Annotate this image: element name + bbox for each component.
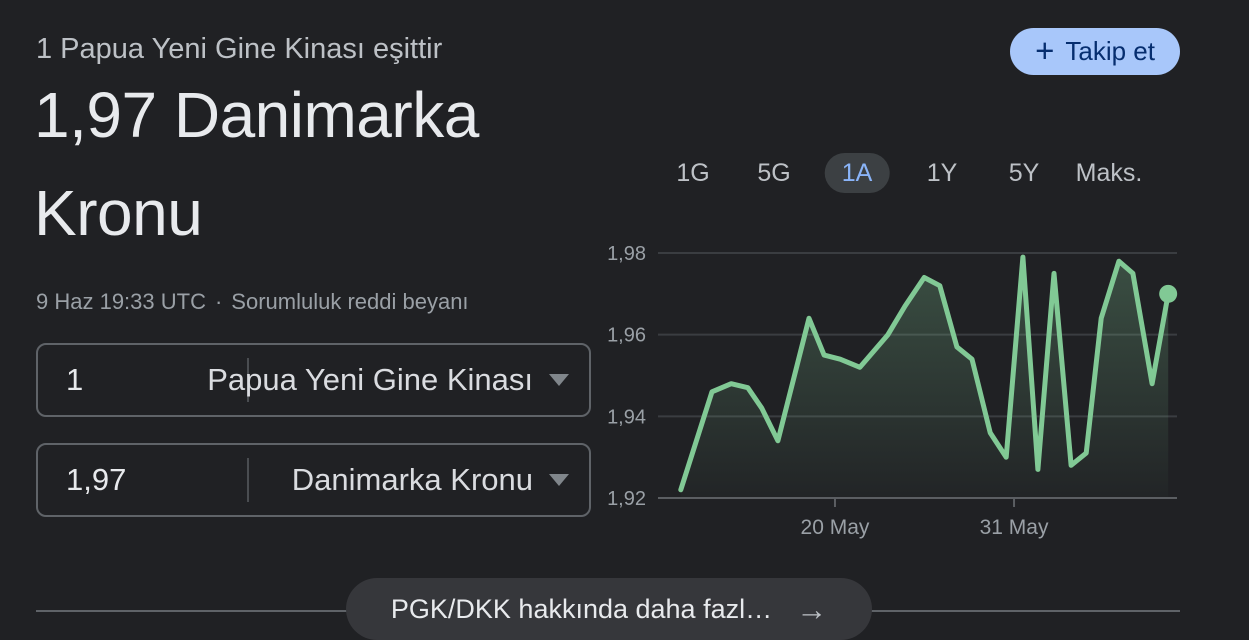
converter-row-from: 1 Papua Yeni Gine Kinası (36, 343, 591, 417)
y-axis-tick-label: 1,94 (607, 406, 646, 428)
y-axis-tick-label: 1,92 (607, 488, 646, 510)
meta-line: 9 Haz 19:33 UTC · Sorumluluk reddi beyan… (36, 289, 469, 315)
dot-separator: · (214, 289, 223, 314)
amount-input-from[interactable]: 1 (66, 362, 84, 397)
range-tab-5g[interactable]: 5G (757, 158, 791, 187)
timestamp: 9 Haz 19:33 UTC (36, 289, 206, 314)
range-tab-1y[interactable]: 1Y (926, 158, 958, 187)
area-fill (680, 257, 1169, 498)
chevron-down-icon (549, 374, 569, 386)
chevron-down-icon (549, 474, 569, 486)
y-axis-tick-label: 1,96 (607, 325, 646, 347)
more-about-label: PGK/DKK hakkında daha fazl… (390, 593, 773, 624)
x-axis-tick-label: 20 May (801, 516, 870, 539)
y-axis-tick-label: 1,98 (607, 243, 646, 265)
amount-input-to[interactable]: 1,97 (66, 462, 127, 497)
follow-button-label: Takip et (1065, 36, 1155, 66)
conversion-result: 1,97 Danimarka Kronu (34, 79, 479, 249)
converter-row-to: 1,97 Danimarka Kronu (36, 443, 591, 517)
follow-button[interactable]: + Takip et (1010, 28, 1180, 75)
latest-value-dot (1159, 284, 1178, 303)
currency-dropdown-to[interactable]: Danimarka Kronu (292, 445, 569, 515)
x-axis-tick-label: 31 May (980, 516, 1049, 539)
more-about-button[interactable]: PGK/DKK hakkında daha fazl… → (346, 578, 872, 640)
range-tab-1g[interactable]: 1G (676, 158, 710, 187)
arrow-right-icon: → (796, 591, 828, 627)
exchange-rate-chart[interactable]: 1,92 1,94 1,96 1,98 20 May 31 May (596, 240, 1249, 550)
disclaimer-link[interactable]: Sorumluluk reddi beyanı (231, 289, 469, 314)
plus-icon: + (1035, 31, 1055, 69)
currency-label-from: Papua Yeni Gine Kinası (207, 362, 533, 397)
range-tab-1a[interactable]: 1A (824, 153, 890, 193)
currency-dropdown-from[interactable]: Papua Yeni Gine Kinası (207, 345, 569, 415)
rate-line (678, 254, 1171, 493)
range-tab-maks[interactable]: Maks. (1075, 158, 1143, 187)
row-divider (247, 358, 249, 402)
row-divider (247, 458, 249, 502)
range-tab-5y[interactable]: 5Y (1008, 158, 1040, 187)
currency-label-to: Danimarka Kronu (291, 462, 533, 497)
conversion-equals-line: 1 Papua Yeni Gine Kinası eşittir (36, 33, 443, 65)
